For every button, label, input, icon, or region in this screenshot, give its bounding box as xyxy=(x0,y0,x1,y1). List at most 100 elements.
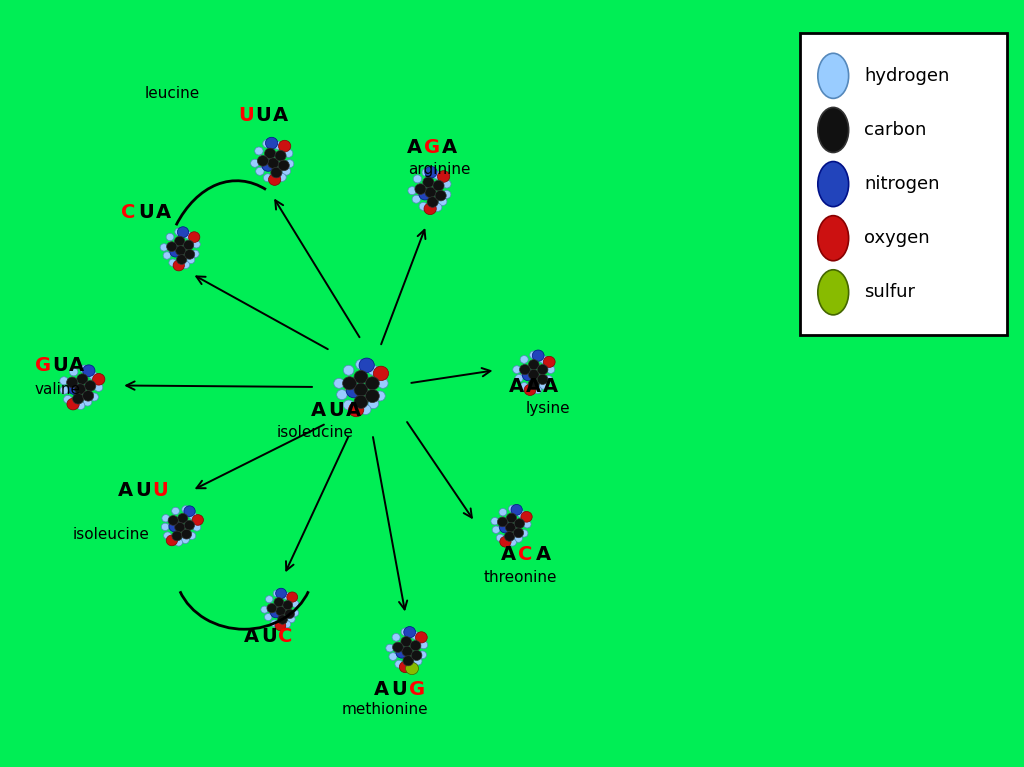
Text: U: U xyxy=(261,627,276,646)
Circle shape xyxy=(343,365,354,375)
Circle shape xyxy=(187,256,195,264)
Circle shape xyxy=(270,607,282,617)
Text: nitrogen: nitrogen xyxy=(864,175,940,193)
Text: A: A xyxy=(244,627,259,646)
Circle shape xyxy=(285,150,293,157)
Text: A: A xyxy=(272,107,288,125)
Circle shape xyxy=(83,390,94,401)
Circle shape xyxy=(73,393,84,404)
Text: C: C xyxy=(121,202,136,222)
Text: A: A xyxy=(407,139,422,157)
Text: A: A xyxy=(346,401,360,420)
Circle shape xyxy=(63,395,72,403)
Circle shape xyxy=(509,505,516,512)
Circle shape xyxy=(160,244,168,251)
Circle shape xyxy=(392,642,403,653)
Circle shape xyxy=(433,180,444,191)
Circle shape xyxy=(423,177,434,188)
Circle shape xyxy=(251,160,259,167)
Circle shape xyxy=(392,634,400,641)
Circle shape xyxy=(184,249,195,259)
Circle shape xyxy=(174,236,184,246)
Circle shape xyxy=(368,365,379,375)
Circle shape xyxy=(366,390,379,403)
Circle shape xyxy=(270,167,282,178)
Circle shape xyxy=(412,195,421,203)
Text: U: U xyxy=(138,202,155,222)
Circle shape xyxy=(355,360,367,370)
Circle shape xyxy=(166,233,174,241)
Circle shape xyxy=(514,518,524,528)
Circle shape xyxy=(337,390,347,400)
Circle shape xyxy=(374,366,388,380)
Circle shape xyxy=(427,196,438,207)
Text: A: A xyxy=(118,481,133,500)
Text: U: U xyxy=(329,401,344,420)
Circle shape xyxy=(366,377,379,390)
Circle shape xyxy=(166,535,177,546)
Circle shape xyxy=(442,180,451,188)
Circle shape xyxy=(278,173,286,182)
Circle shape xyxy=(261,606,268,613)
Circle shape xyxy=(275,621,286,630)
Circle shape xyxy=(291,610,299,617)
Circle shape xyxy=(520,530,528,537)
Circle shape xyxy=(184,506,196,517)
Circle shape xyxy=(172,531,182,541)
Circle shape xyxy=(288,616,295,623)
Circle shape xyxy=(419,651,427,659)
Circle shape xyxy=(513,528,523,538)
Circle shape xyxy=(540,356,548,364)
Circle shape xyxy=(433,203,442,212)
Circle shape xyxy=(184,232,193,239)
Circle shape xyxy=(188,232,200,242)
Circle shape xyxy=(343,400,354,410)
Circle shape xyxy=(287,592,298,602)
Circle shape xyxy=(184,520,195,530)
Circle shape xyxy=(818,107,849,153)
Circle shape xyxy=(529,351,538,359)
Circle shape xyxy=(425,166,437,178)
Circle shape xyxy=(506,522,516,532)
Circle shape xyxy=(422,168,430,176)
Circle shape xyxy=(279,160,290,171)
Circle shape xyxy=(403,627,416,637)
Text: A: A xyxy=(525,377,541,397)
Circle shape xyxy=(544,357,555,367)
Text: valine: valine xyxy=(35,382,81,397)
Circle shape xyxy=(505,532,515,542)
Text: U: U xyxy=(238,107,254,125)
Text: C: C xyxy=(279,627,293,646)
Circle shape xyxy=(538,364,548,374)
Circle shape xyxy=(498,517,508,527)
Circle shape xyxy=(386,644,394,652)
Circle shape xyxy=(193,524,201,531)
Text: lysine: lysine xyxy=(526,401,570,416)
Circle shape xyxy=(75,384,86,394)
Circle shape xyxy=(70,368,78,376)
Circle shape xyxy=(60,386,69,394)
Circle shape xyxy=(291,601,299,607)
Circle shape xyxy=(416,632,427,643)
Circle shape xyxy=(545,376,553,384)
Circle shape xyxy=(547,366,555,374)
Circle shape xyxy=(273,590,281,597)
Text: A: A xyxy=(509,377,523,397)
Circle shape xyxy=(334,378,344,388)
Circle shape xyxy=(354,395,368,408)
Circle shape xyxy=(173,260,184,271)
Circle shape xyxy=(267,158,279,169)
Circle shape xyxy=(257,156,268,166)
Circle shape xyxy=(92,374,104,385)
Circle shape xyxy=(193,241,201,248)
Circle shape xyxy=(177,513,187,523)
Text: U: U xyxy=(255,107,271,125)
Circle shape xyxy=(69,383,81,394)
Text: U: U xyxy=(391,680,408,699)
Text: oxygen: oxygen xyxy=(864,229,930,247)
Circle shape xyxy=(519,364,530,374)
Circle shape xyxy=(500,536,511,547)
Circle shape xyxy=(182,261,189,268)
Circle shape xyxy=(285,609,295,619)
Text: isoleucine: isoleucine xyxy=(276,426,353,440)
